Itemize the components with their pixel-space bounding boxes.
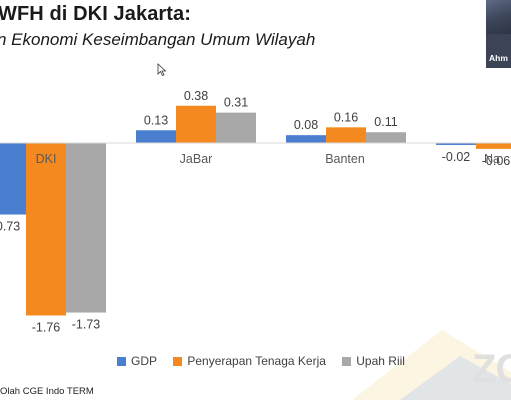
data-label-penyerapan-tenaga-kerja-nasional: -0.06 [482, 154, 511, 168]
legend-swatch-tenaga-kerja [173, 356, 183, 366]
bar-penyerapan-tenaga-kerja-nasional [476, 143, 511, 149]
legend-item-gdp: GDP [117, 354, 157, 368]
legend-label-gdp: GDP [131, 354, 158, 368]
bar-penyerapan-tenaga-kerja-banten [326, 127, 366, 143]
data-label-gdp-banten: 0.08 [294, 118, 318, 132]
category-label-dki: DKI [36, 152, 57, 166]
slide-title: WFH di DKI Jakarta: [0, 3, 192, 25]
data-label-penyerapan-tenaga-kerja-jabar: 0.38 [184, 89, 208, 103]
data-label-penyerapan-tenaga-kerja-banten: 0.16 [334, 110, 358, 124]
legend-item-upah-riil: Upah Riil [342, 354, 405, 368]
mouse-cursor-icon [157, 63, 167, 77]
source-note: Olah CGE Indo TERM [0, 386, 94, 397]
data-label-penyerapan-tenaga-kerja-dki: -1.76 [32, 320, 61, 334]
legend-swatch-upah-riil [342, 356, 352, 366]
video-thumbnail[interactable]: Ahm [486, 0, 511, 68]
chart-legend: GDP Penyerapan Tenaga Kerja Upah Riil [117, 354, 418, 369]
legend-label-upah-riil: Upah Riil [356, 354, 405, 368]
category-axis-labels: DKI JaBar Banten Na [36, 152, 500, 166]
legend-label-tenaga-kerja: Penyerapan Tenaga Kerja [187, 354, 326, 368]
legend-item-tenaga-kerja: Penyerapan Tenaga Kerja [173, 354, 326, 368]
data-label-gdp-dki: -0.73 [0, 220, 20, 234]
participant-name: Ahm [489, 53, 508, 63]
bar-gdp-jabar [136, 130, 176, 143]
bar-gdp-nasional [436, 143, 476, 145]
category-label-jabar: JaBar [180, 152, 213, 166]
data-label-gdp-nasional: -0.02 [442, 150, 471, 164]
bar-upah-riil-jabar [216, 112, 256, 143]
zoom-watermark: ZO [472, 347, 511, 391]
bars-layer [0, 105, 511, 316]
data-label-upah-riil-dki: -1.73 [72, 318, 101, 332]
bar-upah-riil-dki [66, 143, 106, 313]
bar-gdp-dki [0, 143, 26, 215]
video-thumbnail-overlay [486, 0, 511, 34]
category-label-nasional: Na [484, 152, 500, 166]
labels-layer: -0.73 0.13 0.08 -0.02 -1.76 0.38 0.16 -0.06 -1.7… [0, 89, 510, 335]
bar-upah-riil-banten [366, 132, 406, 143]
data-label-upah-riil-banten: 0.11 [374, 115, 397, 129]
legend-swatch-gdp [117, 356, 126, 366]
data-label-upah-riil-jabar: 0.31 [224, 96, 248, 110]
category-label-banten: Banten [325, 152, 365, 166]
data-label-gdp-jabar: 0.13 [144, 113, 168, 127]
bar-gdp-banten [286, 135, 326, 143]
slide-subtitle: n Ekonomi Keseimbangan Umum Wilayah [0, 30, 316, 49]
bar-penyerapan-tenaga-kerja-dki [26, 143, 66, 316]
bar-penyerapan-tenaga-kerja-jabar [176, 105, 216, 143]
